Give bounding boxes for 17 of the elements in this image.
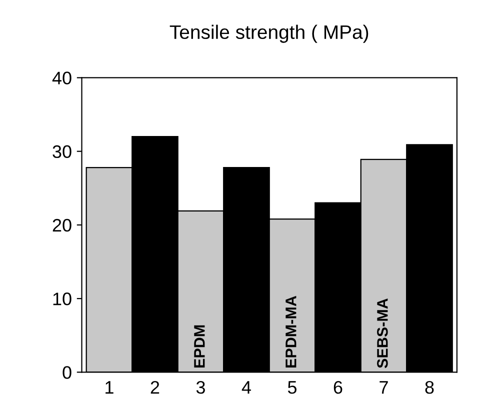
annotation: SEBS-MA bbox=[377, 298, 388, 368]
y-tick-label: 30 bbox=[52, 145, 72, 158]
y-tick-label: 40 bbox=[52, 72, 72, 84]
y-tick-label: 0 bbox=[62, 366, 72, 379]
x-tick-label: 5 bbox=[288, 381, 296, 394]
x-tick-label: 6 bbox=[334, 381, 342, 394]
y-tick-label: 10 bbox=[53, 292, 72, 306]
x-tick-label: 1 bbox=[106, 381, 114, 394]
x-tick-label: 3 bbox=[196, 381, 205, 394]
annotation: EPDM bbox=[194, 325, 205, 368]
x-tick-label: 7 bbox=[380, 381, 388, 394]
annotation: EPDM-MA bbox=[286, 296, 296, 368]
x-tick-label: 4 bbox=[242, 381, 251, 394]
y-tick-label: 20 bbox=[52, 218, 72, 232]
chart-title: Tensile strength ( MPa) bbox=[170, 24, 368, 43]
x-tick-label: 8 bbox=[425, 381, 434, 394]
x-tick-label: 2 bbox=[150, 381, 160, 394]
